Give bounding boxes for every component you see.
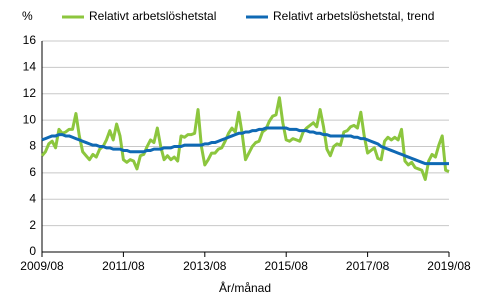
y-tick-label: 10 [23, 112, 37, 126]
x-axis-label: År/månad [219, 280, 271, 295]
x-tick-label: 2017/08 [346, 259, 390, 273]
legend-label: Relativt arbetslöshetstal, trend [273, 9, 434, 23]
y-tick-label: 16 [23, 33, 37, 47]
y-tick-label: 0 [29, 244, 36, 258]
series-line [41, 126, 449, 166]
x-tick-label: 2019/08 [427, 259, 471, 273]
x-tick-label: 2013/08 [183, 259, 227, 273]
y-tick-label: 14 [23, 60, 37, 74]
y-tick-label: 6 [29, 165, 36, 179]
series-line [40, 96, 450, 181]
y-axis-label: % [22, 9, 33, 23]
x-tick-label: 2011/08 [102, 259, 145, 273]
y-tick-label: 12 [23, 86, 37, 100]
legend-label: Relativt arbetslöshetstal [89, 9, 216, 23]
y-tick-label: 8 [29, 139, 36, 153]
x-tick-label: 2015/08 [265, 259, 309, 273]
y-tick-label: 4 [29, 191, 36, 205]
x-tick-label: 2009/08 [20, 259, 64, 273]
y-tick-label: 2 [29, 218, 36, 232]
